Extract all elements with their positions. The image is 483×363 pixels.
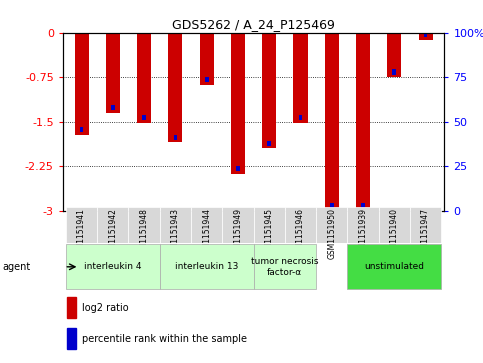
Bar [222,207,254,243]
Bar [142,115,146,121]
Bar [169,33,183,142]
Bar [285,207,316,243]
Bar [347,207,379,243]
Text: agent: agent [2,262,30,272]
Bar [160,244,254,289]
Bar [267,140,271,146]
Title: GDS5262 / A_24_P125469: GDS5262 / A_24_P125469 [172,19,335,32]
Text: percentile rank within the sample: percentile rank within the sample [82,334,247,344]
Bar [97,207,128,243]
Bar [262,33,276,148]
Text: interleukin 13: interleukin 13 [175,262,238,271]
Bar [330,203,334,208]
Bar [361,203,365,208]
Bar [199,33,213,85]
Bar [111,105,114,110]
Text: log2 ratio: log2 ratio [82,303,128,313]
Text: GSM1151947: GSM1151947 [421,208,430,259]
Bar [298,115,302,121]
Bar [316,207,347,243]
Text: GSM1151941: GSM1151941 [77,208,86,259]
Bar [80,127,84,132]
Bar [231,33,245,174]
Bar [254,244,316,289]
Bar [66,244,160,289]
Text: GSM1151942: GSM1151942 [108,208,117,259]
Bar [393,69,396,75]
Bar [106,33,120,113]
Bar [74,33,88,135]
Text: GSM1151949: GSM1151949 [233,208,242,259]
Bar [128,207,160,243]
Text: GSM1151945: GSM1151945 [265,208,274,259]
Bar [424,32,427,37]
Text: GSM1151948: GSM1151948 [140,208,149,259]
Bar [67,297,76,318]
Bar [419,33,433,40]
Bar [191,207,222,243]
Bar [66,207,97,243]
Bar [410,207,441,243]
Text: tumor necrosis
factor-α: tumor necrosis factor-α [251,257,319,277]
Bar [160,207,191,243]
Bar [137,33,151,123]
Text: GSM1151939: GSM1151939 [358,208,368,259]
Text: GSM1151943: GSM1151943 [171,208,180,259]
Text: GSM1151946: GSM1151946 [296,208,305,259]
Text: GSM1151940: GSM1151940 [390,208,399,259]
Text: GSM1151950: GSM1151950 [327,208,336,259]
Text: unstimulated: unstimulated [364,262,425,271]
Bar [347,244,441,289]
Bar [379,207,410,243]
Bar [325,33,339,211]
Text: interleukin 4: interleukin 4 [84,262,142,271]
Text: GSM1151944: GSM1151944 [202,208,211,259]
Bar [254,207,285,243]
Bar [356,33,370,211]
Bar [387,33,401,77]
Bar [173,135,177,140]
Bar [67,328,76,349]
Bar [236,166,240,171]
Bar [205,77,209,82]
Bar [294,33,308,123]
